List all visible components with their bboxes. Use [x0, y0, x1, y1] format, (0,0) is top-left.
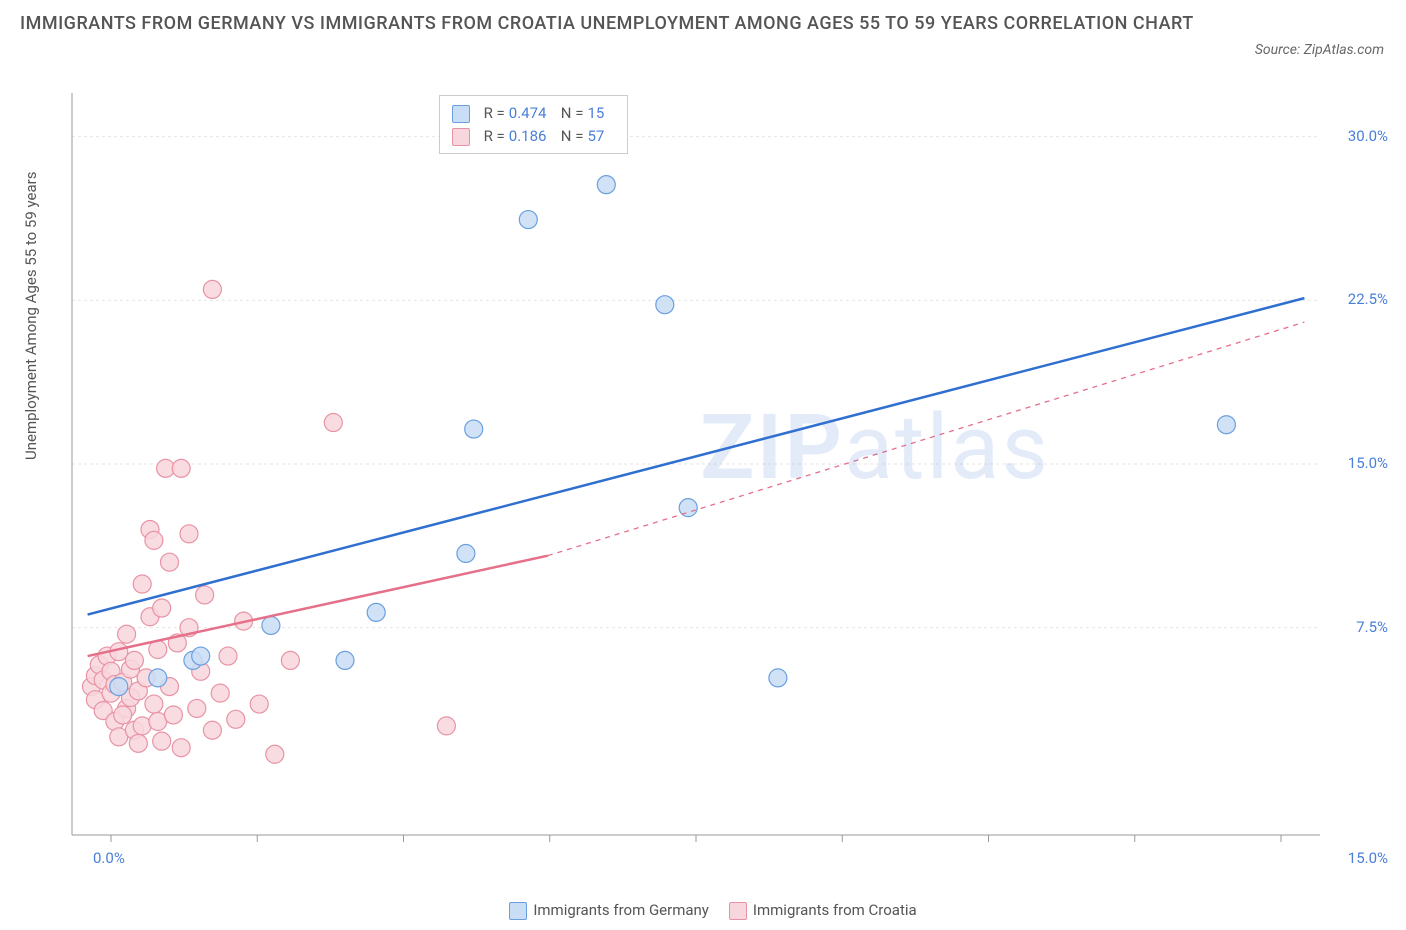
legend-label: Immigrants from Germany	[533, 901, 709, 919]
legend-label: Immigrants from Croatia	[753, 901, 917, 919]
y-axis-label: Unemployment Among Ages 55 to 59 years	[22, 172, 40, 460]
y-tick-label: 22.5%	[1348, 290, 1388, 308]
n-value: 15	[587, 102, 615, 125]
x-tick-label: 15.0%	[1348, 849, 1388, 867]
chart-plot: R =0.474N =15R =0.186N =57 ZIPatlas	[60, 85, 1380, 865]
y-tick-label: 30.0%	[1348, 127, 1388, 145]
y-tick-label: 15.0%	[1348, 454, 1388, 472]
r-label: R =	[484, 104, 505, 122]
legend-swatch	[729, 902, 747, 920]
series-legend: Immigrants from Germany Immigrants from C…	[0, 901, 1406, 920]
source-attribution: Source: ZipAtlas.com	[1255, 42, 1384, 58]
correlation-legend: R =0.474N =15 R =0.186N =57	[439, 95, 629, 154]
chart-title: IMMIGRANTS FROM GERMANY VS IMMIGRANTS FR…	[20, 10, 1386, 37]
n-label: N =	[561, 127, 584, 145]
r-value: 0.474	[509, 102, 557, 125]
r-label: R =	[484, 127, 505, 145]
y-tick-label: 7.5%	[1356, 618, 1388, 636]
r-value: 0.186	[509, 125, 557, 148]
legend-swatch	[452, 128, 470, 146]
legend-swatch	[452, 105, 470, 123]
scatter-svg	[60, 85, 1380, 865]
x-tick-label: 0.0%	[93, 849, 125, 867]
n-label: N =	[561, 104, 584, 122]
legend-swatch	[509, 902, 527, 920]
n-value: 57	[587, 125, 615, 148]
